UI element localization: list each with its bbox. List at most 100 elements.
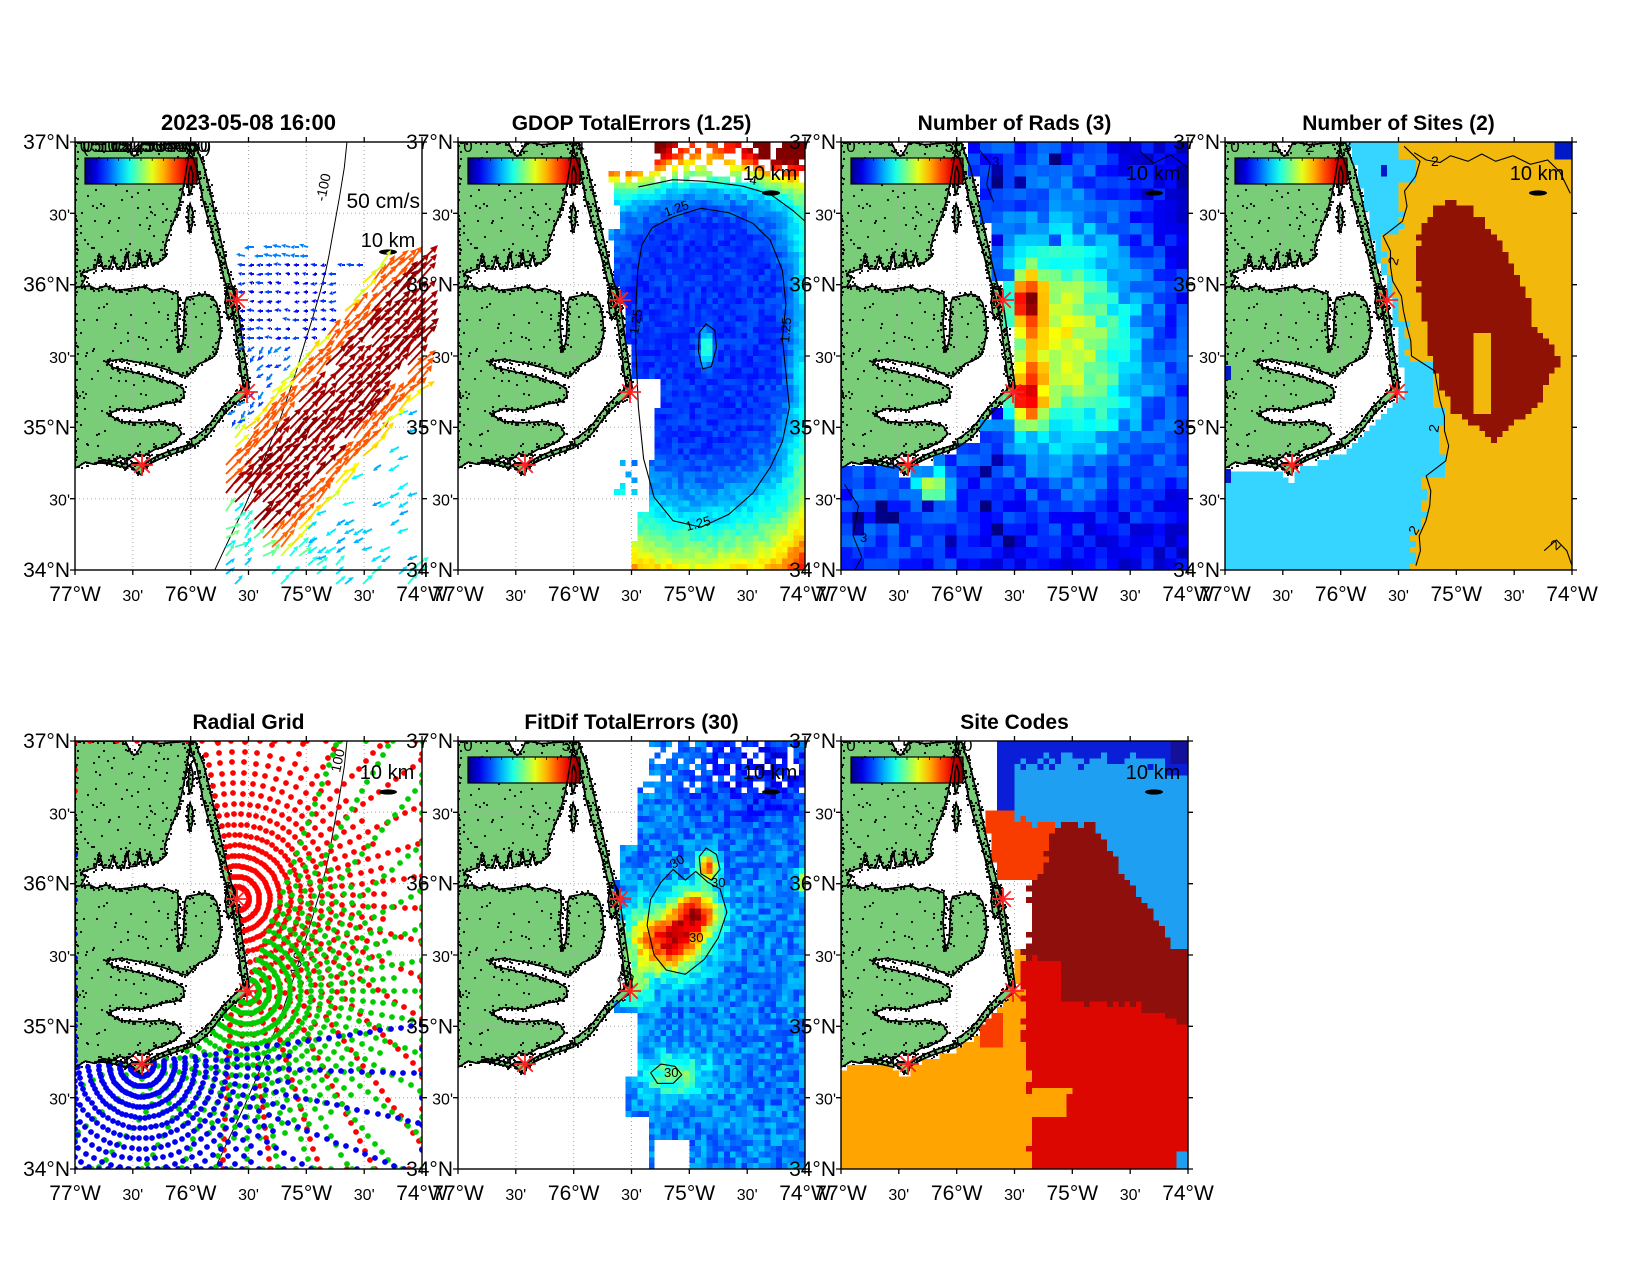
svg-text:30': 30' [432, 1092, 453, 1109]
svg-text:30': 30' [1004, 1187, 1025, 1204]
svg-text:10 km: 10 km [360, 762, 414, 784]
svg-text:74°W: 74°W [1546, 583, 1598, 606]
svg-text:30': 30' [737, 588, 758, 605]
svg-text:(: ( [82, 136, 89, 157]
svg-text:35°N: 35°N [789, 416, 836, 439]
svg-text:FitDif TotalErrors (30): FitDif TotalErrors (30) [524, 711, 738, 734]
svg-text:30': 30' [432, 806, 453, 823]
svg-text:40: 40 [164, 136, 185, 157]
svg-text:77°W: 77°W [815, 1182, 867, 1205]
svg-text:30': 30' [815, 350, 836, 367]
svg-text:76°W: 76°W [931, 583, 983, 606]
svg-text:30': 30' [122, 588, 143, 605]
svg-text:34°N: 34°N [23, 1158, 70, 1181]
svg-text:35: 35 [153, 136, 174, 157]
svg-text:36°N: 36°N [23, 274, 70, 297]
svg-text:30': 30' [238, 1187, 259, 1204]
svg-text:40: 40 [167, 136, 188, 157]
svg-text:30': 30' [122, 1187, 143, 1204]
svg-text:35°N: 35°N [1173, 416, 1220, 439]
svg-text:75°W: 75°W [1047, 583, 1099, 606]
svg-text:0: 0 [846, 736, 855, 755]
svg-text:34°N: 34°N [1173, 559, 1220, 582]
svg-text:30': 30' [49, 949, 70, 966]
svg-text:34°N: 34°N [789, 1158, 836, 1181]
svg-text:30': 30' [1004, 588, 1025, 605]
svg-text:1.25: 1.25 [626, 308, 645, 336]
svg-text:34°N: 34°N [789, 559, 836, 582]
svg-text:0: 0 [83, 136, 94, 157]
svg-text:37°N: 37°N [406, 730, 453, 753]
svg-text:35°N: 35°N [406, 1015, 453, 1038]
svg-text:76°W: 76°W [548, 1182, 600, 1205]
svg-text:35: 35 [156, 136, 177, 157]
svg-text:77°W: 77°W [432, 583, 484, 606]
svg-text:36°N: 36°N [789, 274, 836, 297]
svg-text:30': 30' [621, 588, 642, 605]
svg-text:Number of Rads (3): Number of Rads (3) [918, 112, 1112, 135]
svg-text:30': 30' [815, 1092, 836, 1109]
svg-text:30': 30' [621, 1187, 642, 1204]
svg-text:30': 30' [1199, 493, 1220, 510]
svg-text:77°W: 77°W [815, 583, 867, 606]
svg-text:77°W: 77°W [49, 583, 101, 606]
svg-text:2: 2 [1305, 137, 1314, 156]
svg-text:76°W: 76°W [165, 583, 217, 606]
svg-text:37°N: 37°N [789, 131, 836, 154]
svg-text:30': 30' [49, 350, 70, 367]
svg-text:GDOP TotalErrors (1.25): GDOP TotalErrors (1.25) [512, 112, 752, 135]
svg-text:30': 30' [49, 207, 70, 224]
svg-text:35°N: 35°N [23, 416, 70, 439]
svg-text:30': 30' [49, 493, 70, 510]
svg-text:0: 0 [1230, 137, 1239, 156]
svg-text:5: 5 [94, 136, 105, 157]
svg-text:74°W: 74°W [779, 583, 831, 606]
svg-text:2: 2 [1425, 423, 1442, 434]
svg-text:30': 30' [505, 1187, 526, 1204]
svg-text:34°N: 34°N [23, 559, 70, 582]
svg-text:30': 30' [238, 588, 259, 605]
svg-text:30: 30 [667, 851, 687, 871]
svg-text:76°W: 76°W [548, 583, 600, 606]
svg-text:30': 30' [432, 350, 453, 367]
svg-text:34°N: 34°N [406, 1158, 453, 1181]
svg-text:36°N: 36°N [1173, 274, 1220, 297]
svg-text:Number of Sites (2): Number of Sites (2) [1302, 112, 1495, 135]
svg-text:1.25: 1.25 [684, 513, 712, 534]
svg-text:76°W: 76°W [165, 1182, 217, 1205]
svg-text:30: 30 [664, 1065, 678, 1080]
svg-text:76°W: 76°W [1315, 583, 1367, 606]
svg-text:75°W: 75°W [281, 583, 333, 606]
svg-text:30': 30' [354, 588, 375, 605]
svg-text:1.25: 1.25 [777, 317, 794, 344]
svg-text:30': 30' [49, 1092, 70, 1109]
svg-text:10: 10 [97, 136, 118, 157]
svg-text:5: 5 [902, 736, 911, 755]
svg-text:30': 30' [1199, 207, 1220, 224]
svg-text:35°N: 35°N [23, 1015, 70, 1038]
svg-text:2: 2 [1384, 255, 1402, 267]
svg-text:Radial Grid: Radial Grid [192, 711, 304, 734]
svg-text:-100: -100 [312, 172, 334, 203]
svg-text:50: 50 [189, 136, 210, 157]
svg-text:75°W: 75°W [281, 1182, 333, 1205]
svg-text:10 km: 10 km [361, 230, 415, 252]
svg-text:1: 1 [1268, 137, 1277, 156]
svg-text:30': 30' [432, 493, 453, 510]
svg-text:10 km: 10 km [743, 163, 797, 185]
svg-text:30: 30 [145, 136, 166, 157]
svg-text:25: 25 [130, 136, 151, 157]
svg-text:30: 30 [689, 930, 703, 945]
svg-text:30': 30' [505, 588, 526, 605]
svg-text:20: 20 [119, 136, 140, 157]
svg-text:76°W: 76°W [931, 1182, 983, 1205]
svg-text:0: 0 [846, 137, 855, 156]
svg-text:50: 50 [945, 137, 964, 156]
svg-text:50 cm/s: 50 cm/s [346, 190, 420, 213]
svg-text:36°N: 36°N [23, 873, 70, 896]
svg-text:3: 3 [860, 530, 867, 545]
svg-text:74°W: 74°W [396, 1182, 448, 1205]
svg-text:30: 30 [142, 136, 163, 157]
svg-text:37°N: 37°N [1173, 131, 1220, 154]
svg-text:74°W: 74°W [779, 1182, 831, 1205]
